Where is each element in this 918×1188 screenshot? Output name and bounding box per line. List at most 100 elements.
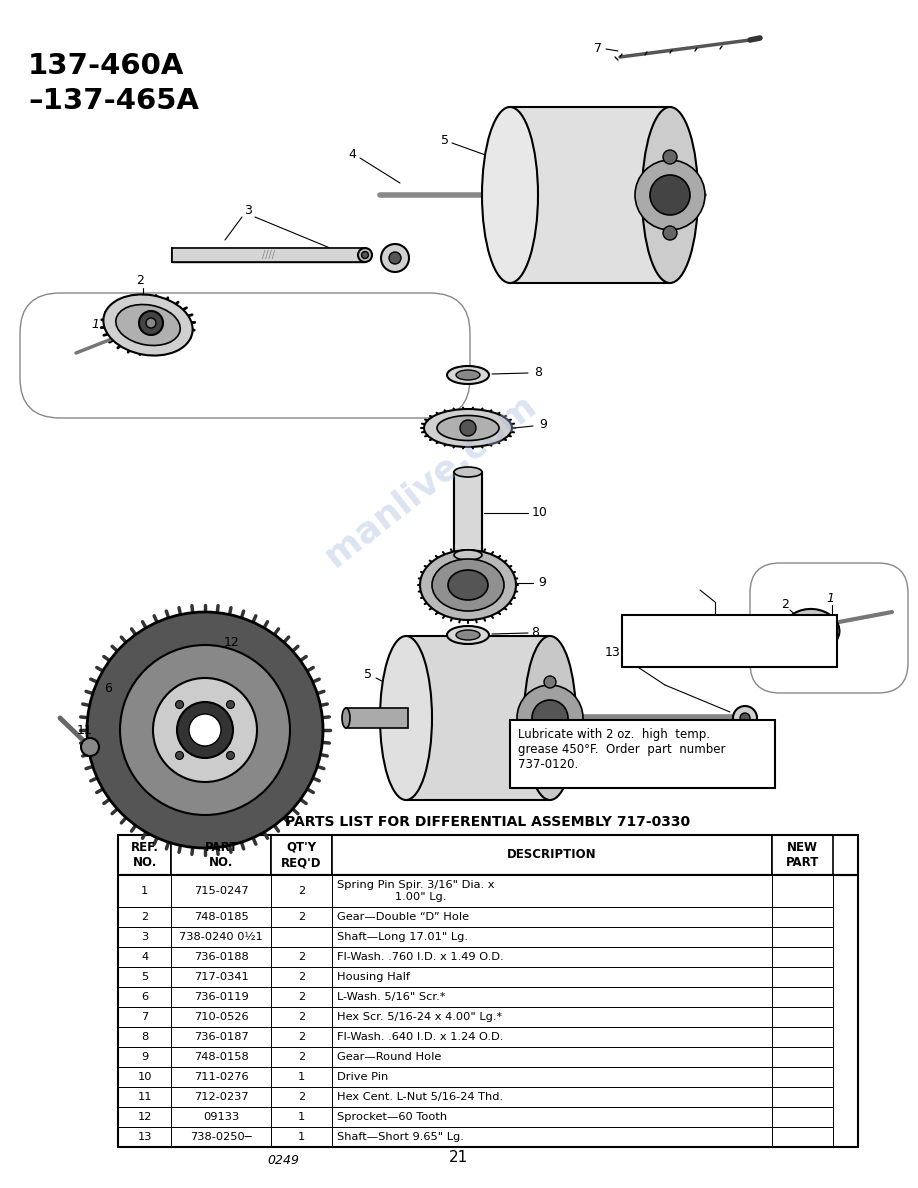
Text: Lubricate with 2 oz.  high  temp.
grease 450°F.  Order  part  number
737-0120.: Lubricate with 2 oz. high temp. grease 4…: [518, 728, 725, 771]
Text: 12: 12: [138, 1112, 151, 1121]
Text: 09133: 09133: [203, 1112, 240, 1121]
Text: 9: 9: [538, 576, 546, 589]
Bar: [271, 876, 332, 906]
Text: Fl-Wash. .760 I.D. x 1.49 O.D.: Fl-Wash. .760 I.D. x 1.49 O.D.: [337, 952, 503, 962]
Text: 712-0237: 712-0237: [194, 1092, 249, 1102]
Text: Gear—Round Hole: Gear—Round Hole: [337, 1053, 442, 1062]
Text: 2: 2: [298, 886, 305, 896]
Bar: [271, 927, 332, 947]
Ellipse shape: [650, 175, 690, 215]
Ellipse shape: [524, 636, 576, 800]
Circle shape: [177, 702, 233, 758]
Circle shape: [803, 621, 821, 639]
Bar: [772, 1067, 833, 1087]
Bar: [172, 248, 365, 263]
Text: manlive.com: manlive.com: [318, 387, 542, 573]
Ellipse shape: [358, 248, 372, 263]
Text: 717-0341: 717-0341: [194, 972, 249, 982]
Text: 736-0188: 736-0188: [194, 952, 249, 962]
Text: 5: 5: [141, 972, 149, 982]
Bar: [332, 1067, 772, 1087]
Ellipse shape: [642, 107, 698, 283]
Text: 2: 2: [298, 912, 305, 922]
Text: PARTS LIST FOR DIFFERENTIAL ASSEMBLY 717-0330: PARTS LIST FOR DIFFERENTIAL ASSEMBLY 717…: [285, 815, 690, 829]
Text: 2: 2: [298, 1012, 305, 1022]
Bar: [346, 708, 408, 728]
Text: 5: 5: [364, 669, 372, 682]
Ellipse shape: [420, 550, 516, 620]
Text: SHORT SHAFT: SHORT SHAFT: [672, 634, 788, 647]
Ellipse shape: [517, 685, 583, 751]
Ellipse shape: [635, 160, 705, 230]
Text: 3: 3: [141, 933, 149, 942]
Text: 1: 1: [298, 1132, 305, 1142]
Text: 748-0185: 748-0185: [194, 912, 249, 922]
Bar: [772, 927, 833, 947]
Ellipse shape: [448, 570, 488, 600]
Bar: [271, 906, 332, 927]
Text: 11: 11: [77, 723, 93, 737]
Text: Shaft—Short 9.65" Lg.: Shaft—Short 9.65" Lg.: [337, 1132, 464, 1142]
Bar: [271, 1087, 332, 1107]
Bar: [772, 1127, 833, 1146]
Circle shape: [227, 752, 234, 759]
Text: 7: 7: [594, 42, 602, 55]
Text: Gear—Double “D” Hole: Gear—Double “D” Hole: [337, 912, 469, 922]
Text: 6: 6: [104, 682, 112, 695]
Ellipse shape: [456, 369, 480, 380]
Bar: [172, 987, 271, 1007]
Text: NEW
PART: NEW PART: [786, 841, 819, 868]
Bar: [332, 835, 772, 876]
Bar: [271, 1026, 332, 1047]
Bar: [172, 876, 271, 906]
Bar: [406, 636, 550, 800]
Bar: [172, 1127, 271, 1146]
Ellipse shape: [454, 467, 482, 478]
Bar: [271, 1107, 332, 1127]
Text: 738-0250─: 738-0250─: [190, 1132, 252, 1142]
Bar: [118, 1007, 172, 1026]
Ellipse shape: [740, 713, 750, 723]
Text: 4: 4: [536, 656, 544, 669]
Ellipse shape: [447, 366, 489, 384]
Text: 2: 2: [298, 1053, 305, 1062]
Ellipse shape: [362, 252, 368, 259]
Text: 8: 8: [141, 1032, 149, 1042]
Ellipse shape: [381, 244, 409, 272]
Ellipse shape: [116, 304, 180, 346]
Ellipse shape: [342, 708, 350, 728]
Bar: [332, 1007, 772, 1026]
Bar: [772, 967, 833, 987]
Bar: [118, 1067, 172, 1087]
Bar: [271, 835, 332, 876]
Bar: [172, 1107, 271, 1127]
Circle shape: [120, 645, 290, 815]
Text: 10: 10: [138, 1072, 151, 1082]
Circle shape: [227, 701, 234, 708]
Circle shape: [544, 748, 556, 760]
Text: 715-0247: 715-0247: [194, 886, 249, 896]
Text: 0249: 0249: [267, 1155, 299, 1168]
Bar: [172, 1007, 271, 1026]
Bar: [332, 1026, 772, 1047]
Bar: [271, 1047, 332, 1067]
Text: 3: 3: [244, 203, 252, 216]
Bar: [172, 1067, 271, 1087]
Bar: [271, 1007, 332, 1026]
Bar: [332, 876, 772, 906]
Text: 711-0276: 711-0276: [194, 1072, 249, 1082]
Bar: [772, 1107, 833, 1127]
Bar: [332, 967, 772, 987]
Text: 9: 9: [539, 417, 547, 430]
Ellipse shape: [456, 630, 480, 640]
Bar: [118, 1087, 172, 1107]
Text: 2: 2: [298, 972, 305, 982]
Bar: [772, 1047, 833, 1067]
Text: 9: 9: [141, 1053, 149, 1062]
Circle shape: [544, 676, 556, 688]
Text: Spring Pin Spir. 3/16" Dia. x
   1.00" Lg.: Spring Pin Spir. 3/16" Dia. x 1.00" Lg.: [337, 880, 495, 902]
Ellipse shape: [447, 626, 489, 644]
Bar: [172, 1047, 271, 1067]
Text: 2: 2: [298, 1092, 305, 1102]
Text: 137-460A: 137-460A: [28, 52, 185, 80]
